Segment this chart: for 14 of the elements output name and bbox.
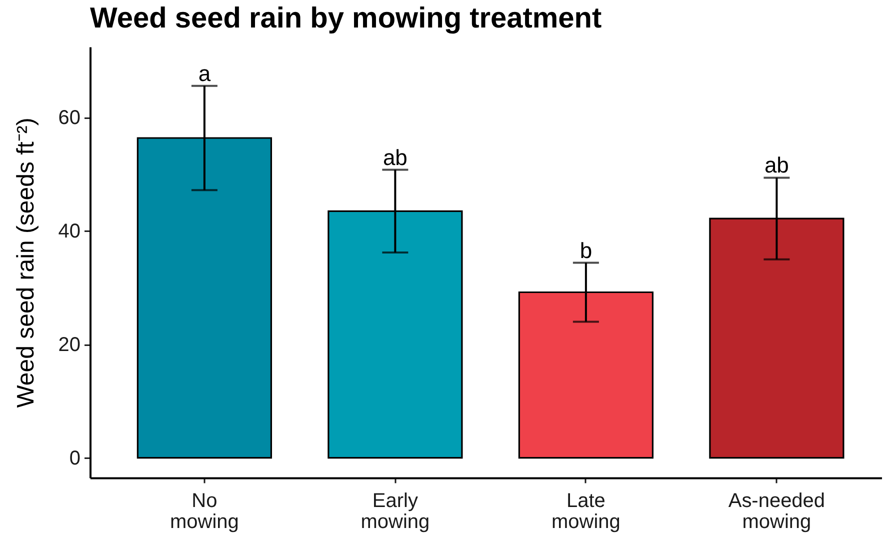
y-axis-title: Weed seed rain (seeds ft⁻²) <box>12 118 40 408</box>
annotation: b <box>580 238 592 263</box>
y-tick-label: 60 <box>58 107 81 130</box>
y-tick-label: 20 <box>58 334 81 356</box>
x-tick-label: As-needed mowing <box>728 490 826 534</box>
x-tick-label: Late mowing <box>552 490 620 534</box>
annotation: a <box>198 60 212 86</box>
y-tick-label: 0 <box>69 447 81 470</box>
x-tick-label: Early mowing <box>360 490 430 534</box>
annotation: ab <box>382 144 408 170</box>
y-tick-label: 40 <box>58 220 81 243</box>
chart-title: Weed seed rain by mowing treatment <box>90 2 602 35</box>
annotation: ab <box>764 152 789 178</box>
x-tick-label: No mowing <box>170 490 239 534</box>
